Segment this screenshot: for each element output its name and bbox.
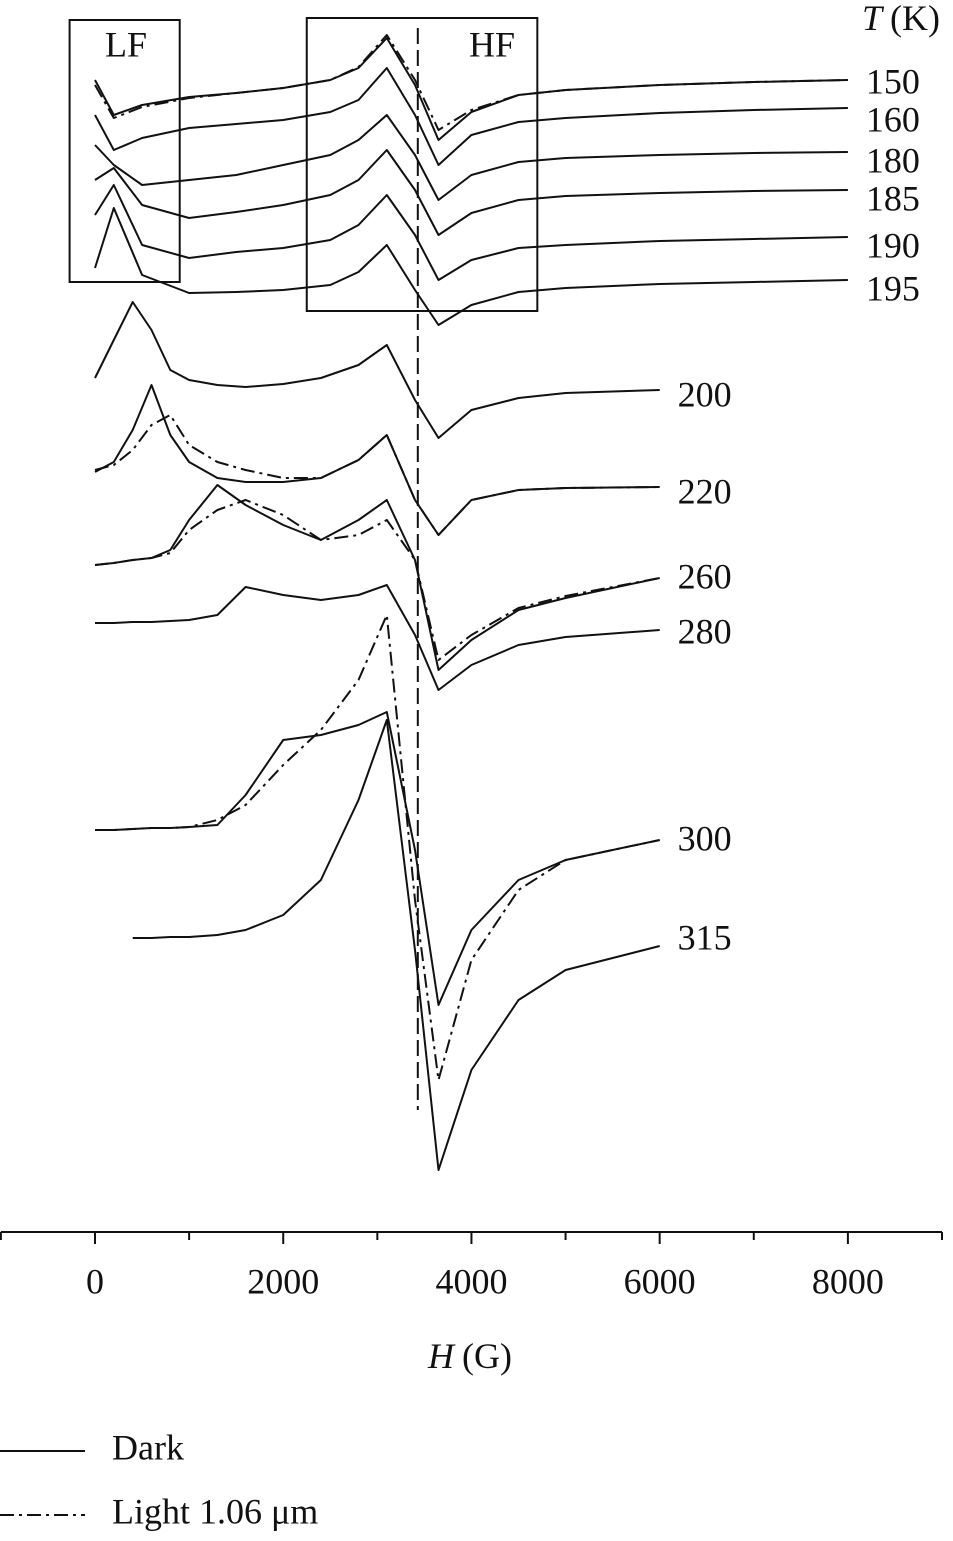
temperature-label: 260 <box>678 556 732 596</box>
x-tick-label: 8000 <box>812 1261 884 1301</box>
x-tick-label: 4000 <box>435 1261 507 1301</box>
spectrum-dark <box>132 719 660 1171</box>
spectrum-dark <box>94 37 848 141</box>
temperature-label: 200 <box>678 374 732 414</box>
x-axis-title: H (G) <box>427 1336 512 1376</box>
region-box <box>305 17 539 312</box>
temperature-label: 220 <box>678 471 732 511</box>
temperature-label: 150 <box>866 61 920 101</box>
x-label-unit: (G) <box>462 1336 512 1376</box>
legend-label: Dark <box>112 1427 184 1467</box>
region-label: LF <box>105 24 147 64</box>
temperature-label: 160 <box>866 99 920 139</box>
x-label-symbol: H <box>427 1336 456 1376</box>
spectrum-dark <box>94 149 848 236</box>
x-tick-label: 2000 <box>247 1261 319 1301</box>
series-label-unit: (K) <box>890 0 940 38</box>
spectrum-dark <box>94 67 848 166</box>
temperature-label: 190 <box>866 225 920 265</box>
region-box <box>68 19 181 283</box>
legend-label: Light 1.06 μm <box>112 1491 318 1531</box>
spectrum-light <box>95 614 660 1081</box>
temperature-label: 195 <box>866 268 920 308</box>
spectrum-dark <box>94 301 660 439</box>
spectrum-dark <box>94 484 660 671</box>
spectrum-dark <box>94 384 660 536</box>
legend: Dark Light 1.06 μm <box>0 1427 318 1531</box>
spectrum-dark <box>95 584 660 691</box>
temperature-label: 280 <box>678 611 732 651</box>
spectrum-dark <box>94 114 848 201</box>
series-label-symbol: T <box>862 0 885 38</box>
region-label: HF <box>469 24 515 64</box>
temperature-label: 180 <box>866 140 920 180</box>
x-tick-label: 0 <box>86 1261 104 1301</box>
spectrum-light <box>94 414 660 536</box>
temperature-label: 315 <box>678 917 732 957</box>
spectrum-dark <box>94 207 848 326</box>
x-tick-label: 6000 <box>624 1261 696 1301</box>
temperature-label: 300 <box>678 818 732 858</box>
spectrum-dark <box>95 711 660 1006</box>
series-label-title: T (K) <box>862 0 940 38</box>
temperature-label: 185 <box>866 178 920 218</box>
spectrum-dark <box>94 184 848 281</box>
